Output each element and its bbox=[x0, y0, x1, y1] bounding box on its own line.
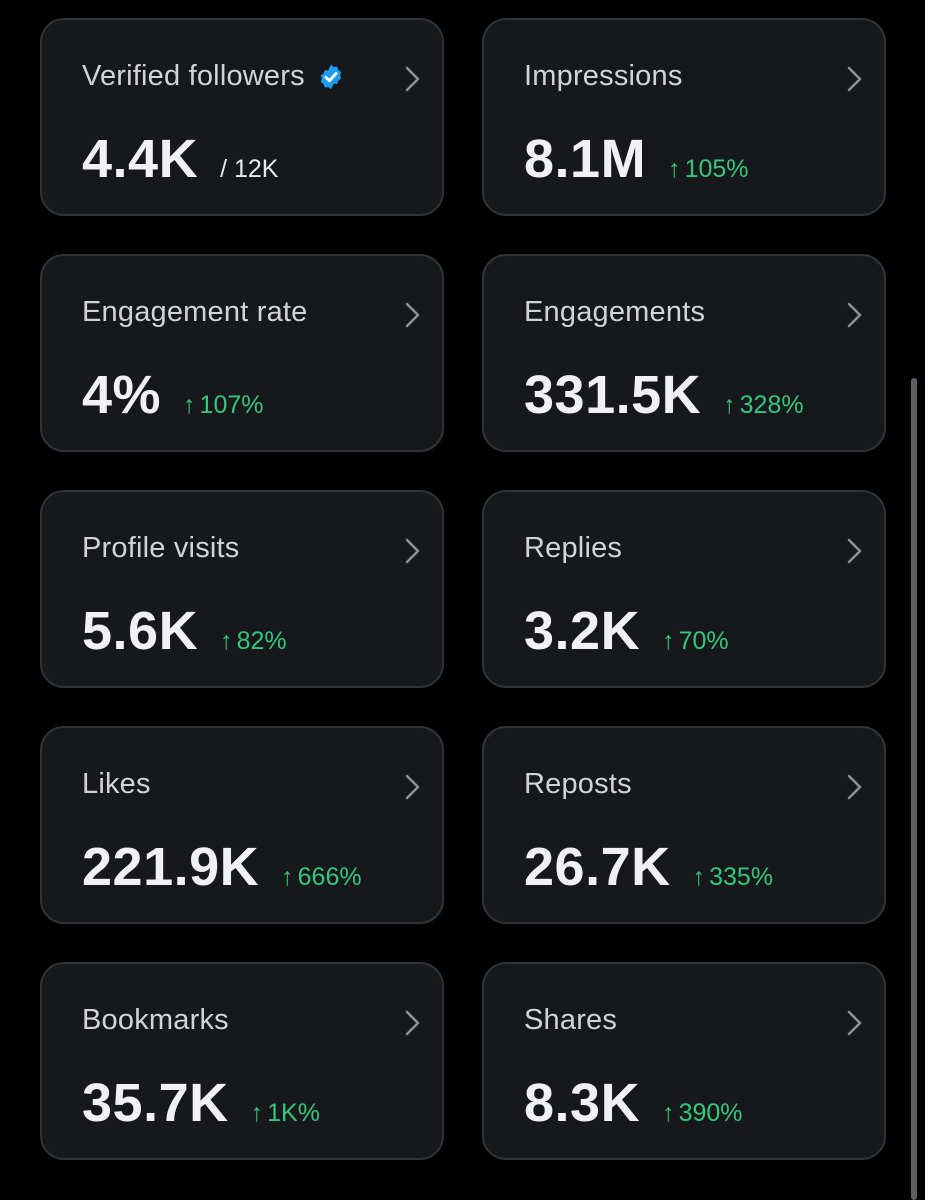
card-title: Bookmarks bbox=[82, 1004, 229, 1037]
card-title: Engagements bbox=[524, 296, 705, 329]
value-row: 26.7K ↑ 335% bbox=[524, 836, 773, 898]
arrow-up-icon: ↑ bbox=[183, 391, 196, 419]
change-percent: 70% bbox=[678, 627, 729, 655]
chevron-right-icon bbox=[405, 1010, 420, 1036]
arrow-up-icon: ↑ bbox=[723, 391, 736, 419]
metric-value: 331.5K bbox=[524, 365, 702, 425]
card-bookmarks[interactable]: Bookmarks 35.7K ↑ 1K% bbox=[40, 962, 444, 1160]
card-title-text: Bookmarks bbox=[82, 1004, 229, 1036]
metric-value: 221.9K bbox=[82, 837, 260, 897]
metric-change: ↑ 82% bbox=[220, 627, 287, 656]
card-title-text: Profile visits bbox=[82, 532, 240, 564]
scrollbar[interactable] bbox=[911, 378, 917, 1200]
card-title-text: Verified followers bbox=[82, 60, 305, 92]
card-replies[interactable]: Replies 3.2K ↑ 70% bbox=[482, 490, 886, 688]
change-percent: 666% bbox=[297, 863, 362, 891]
arrow-up-icon: ↑ bbox=[662, 1099, 675, 1127]
value-row: 8.3K ↑ 390% bbox=[524, 1072, 743, 1134]
chevron-right-icon bbox=[847, 774, 862, 800]
metric-change: ↑ 666% bbox=[281, 863, 361, 892]
value-row: 8.1M ↑ 105% bbox=[524, 128, 749, 190]
metric-change: ↑ 105% bbox=[668, 155, 748, 184]
chevron-right-icon bbox=[405, 302, 420, 328]
metric-change: ↑ 1K% bbox=[251, 1099, 320, 1128]
change-percent: 107% bbox=[199, 391, 264, 419]
metric-total: / 12K bbox=[220, 155, 279, 183]
card-likes[interactable]: Likes 221.9K ↑ 666% bbox=[40, 726, 444, 924]
card-title-text: Reposts bbox=[524, 768, 632, 800]
card-title: Likes bbox=[82, 768, 151, 801]
chevron-right-icon bbox=[405, 66, 420, 92]
arrow-up-icon: ↑ bbox=[692, 863, 706, 891]
card-title: Profile visits bbox=[82, 532, 240, 565]
metric-value: 35.7K bbox=[82, 1073, 229, 1133]
metric-change: ↑ 328% bbox=[723, 391, 803, 420]
value-row: 35.7K ↑ 1K% bbox=[82, 1072, 320, 1134]
metric-change: ↑ 107% bbox=[183, 391, 263, 420]
card-impressions[interactable]: Impressions 8.1M ↑ 105% bbox=[482, 18, 886, 216]
chevron-right-icon bbox=[847, 302, 862, 328]
change-percent: 1K% bbox=[267, 1099, 320, 1127]
change-percent: 82% bbox=[236, 627, 287, 655]
card-title-text: Impressions bbox=[524, 60, 683, 92]
metric-change: ↑ 390% bbox=[662, 1099, 742, 1128]
card-engagement-rate[interactable]: Engagement rate 4% ↑ 107% bbox=[40, 254, 444, 452]
metric-value: 3.2K bbox=[524, 601, 641, 661]
verified-badge-icon bbox=[320, 64, 342, 89]
arrow-up-icon: ↑ bbox=[668, 155, 681, 183]
chevron-right-icon bbox=[847, 1010, 862, 1036]
metric-change: ↑ 335% bbox=[693, 863, 773, 892]
value-row: 4.4K / 12K bbox=[82, 128, 278, 190]
change-percent: 328% bbox=[739, 391, 804, 419]
metric-change: ↑ 70% bbox=[662, 627, 729, 656]
arrow-up-icon: ↑ bbox=[220, 627, 233, 655]
metric-value: 4.4K bbox=[82, 129, 199, 189]
card-shares[interactable]: Shares 8.3K ↑ 390% bbox=[482, 962, 886, 1160]
value-row: 5.6K ↑ 82% bbox=[82, 600, 287, 662]
metric-value: 8.3K bbox=[524, 1073, 641, 1133]
card-profile-visits[interactable]: Profile visits 5.6K ↑ 82% bbox=[40, 490, 444, 688]
chevron-right-icon bbox=[405, 538, 420, 564]
metrics-grid: Verified followers 4.4K / 12K Impression… bbox=[40, 18, 886, 1160]
value-row: 4% ↑ 107% bbox=[82, 364, 264, 426]
card-engagements[interactable]: Engagements 331.5K ↑ 328% bbox=[482, 254, 886, 452]
card-title-text: Engagement rate bbox=[82, 296, 308, 328]
card-title: Engagement rate bbox=[82, 296, 307, 329]
card-title-text: Engagements bbox=[524, 296, 706, 328]
metric-value: 5.6K bbox=[82, 601, 199, 661]
metric-value: 8.1M bbox=[524, 129, 647, 189]
metric-value: 26.7K bbox=[524, 837, 671, 897]
change-percent: 335% bbox=[709, 863, 774, 891]
arrow-up-icon: ↑ bbox=[662, 627, 675, 655]
change-percent: 105% bbox=[684, 155, 749, 183]
card-title-text: Likes bbox=[82, 768, 151, 800]
card-title: Replies bbox=[524, 532, 622, 565]
value-row: 331.5K ↑ 328% bbox=[524, 364, 804, 426]
metric-value: 4% bbox=[82, 365, 162, 425]
change-percent: 390% bbox=[678, 1099, 743, 1127]
card-title-text: Replies bbox=[524, 532, 623, 564]
card-title: Shares bbox=[524, 1004, 617, 1037]
card-verified-followers[interactable]: Verified followers 4.4K / 12K bbox=[40, 18, 444, 216]
value-row: 3.2K ↑ 70% bbox=[524, 600, 729, 662]
card-title: Impressions bbox=[524, 60, 683, 93]
arrow-up-icon: ↑ bbox=[281, 863, 294, 891]
value-row: 221.9K ↑ 666% bbox=[82, 836, 362, 898]
chevron-right-icon bbox=[847, 538, 862, 564]
card-title-text: Shares bbox=[524, 1004, 618, 1036]
chevron-right-icon bbox=[405, 774, 420, 800]
card-title: Verified followers bbox=[82, 60, 345, 93]
card-reposts[interactable]: Reposts 26.7K ↑ 335% bbox=[482, 726, 886, 924]
chevron-right-icon bbox=[847, 66, 862, 92]
arrow-up-icon: ↑ bbox=[250, 1099, 264, 1127]
card-title: Reposts bbox=[524, 768, 632, 801]
